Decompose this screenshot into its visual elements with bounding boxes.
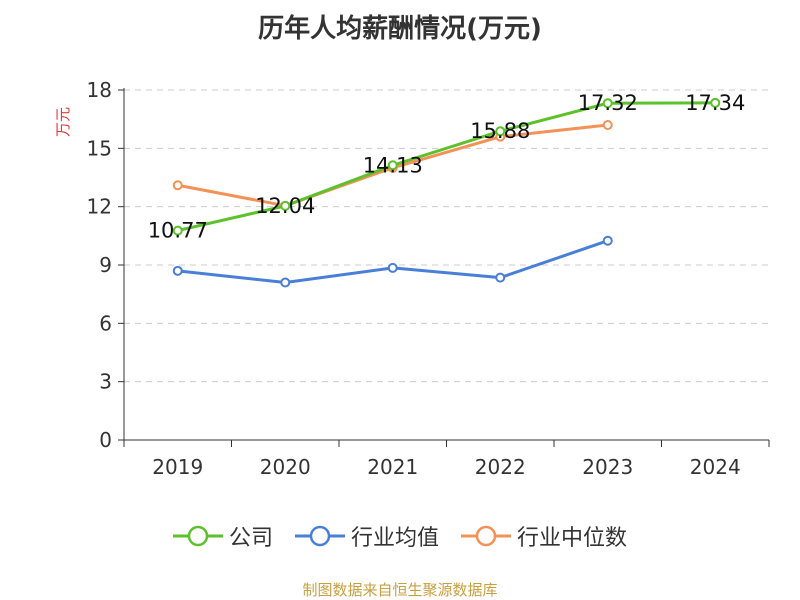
- x-tick-label: 2022: [475, 455, 526, 479]
- legend-label-industry-median: 行业中位数: [517, 526, 628, 551]
- grid-lines: [124, 89, 769, 383]
- series-lines: [172, 97, 721, 288]
- data-point: [387, 160, 398, 171]
- data-label: 14.13: [363, 153, 423, 177]
- series-line: [177, 101, 716, 233]
- data-point: [172, 180, 183, 191]
- x-tick-label: 2019: [152, 455, 203, 479]
- series-line: [177, 239, 609, 284]
- x-tick-label: 2024: [690, 455, 741, 479]
- data-point: [280, 200, 291, 211]
- source-note: 制图数据来自恒生聚源数据库: [302, 581, 498, 599]
- x-tick-label: 2023: [582, 455, 633, 479]
- data-label: 17.34: [685, 91, 745, 115]
- x-tick-label: 2020: [260, 455, 311, 479]
- y-tick-label: 12: [87, 195, 112, 219]
- legend-industry-mean-marker-icon: [294, 525, 345, 547]
- legend-item-industry-median[interactable]: 行业中位数: [461, 520, 627, 552]
- data-point: [172, 265, 183, 276]
- data-labels: 10.77 12.04 14.13 15.88 17.32 17.34: [148, 91, 746, 243]
- y-tick-label: 3: [99, 370, 112, 394]
- legend: 公司 行业均值 行业中位数: [0, 520, 800, 552]
- legend-industry-median-marker-icon: [461, 525, 511, 547]
- data-point: [602, 98, 613, 109]
- data-point: [602, 120, 613, 130]
- y-tick-label: 9: [99, 253, 112, 277]
- legend-item-company[interactable]: 公司: [172, 520, 273, 552]
- chart-title: 历年人均薪酬情况(万元): [258, 14, 542, 44]
- data-label: 10.77: [148, 219, 208, 243]
- legend-label-industry-mean: 行业均值: [350, 526, 439, 551]
- data-label: 12.04: [255, 194, 315, 218]
- y-axis-label: 万元: [54, 107, 72, 137]
- y-tick-label: 18: [87, 78, 112, 102]
- data-point: [172, 225, 183, 236]
- axes: 0 3 6 9 12 15 18 2019 2020 2021 2022 2023 2024 万元: [54, 78, 770, 479]
- data-point: [495, 272, 506, 283]
- legend-company-marker-icon: [172, 525, 223, 547]
- data-point: [495, 126, 506, 137]
- legend-item-industry-mean[interactable]: 行业均值: [294, 520, 439, 552]
- data-point: [280, 277, 291, 288]
- data-label: 17.32: [578, 91, 638, 115]
- data-label: 15.88: [470, 119, 530, 143]
- data-point: [710, 97, 721, 108]
- y-tick-label: 0: [99, 428, 112, 452]
- data-point: [602, 235, 613, 246]
- data-point: [387, 262, 398, 273]
- legend-label-company: 公司: [228, 526, 273, 551]
- y-tick-label: 6: [99, 311, 112, 335]
- y-tick-label: 15: [87, 136, 112, 160]
- x-tick-label: 2021: [367, 455, 418, 479]
